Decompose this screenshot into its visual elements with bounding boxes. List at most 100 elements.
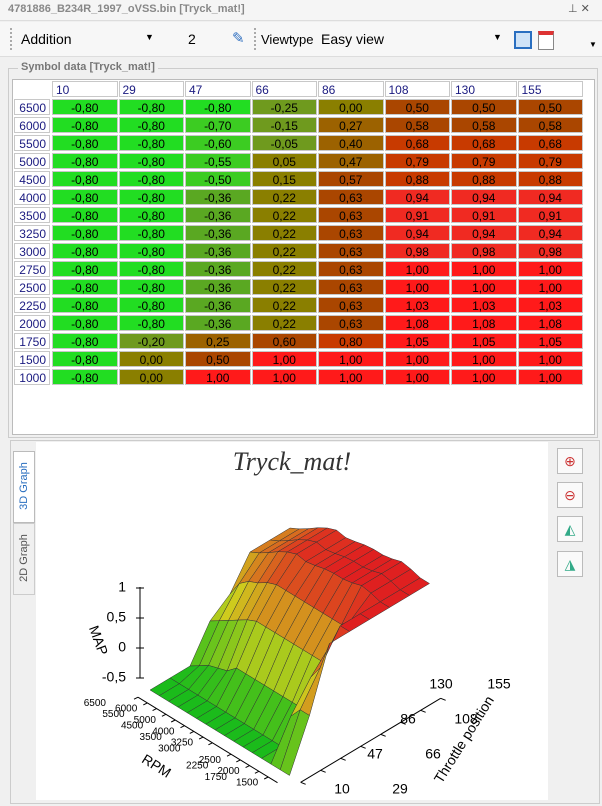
cell: 0,60 (251, 333, 317, 349)
cell: -0,36 (185, 261, 251, 277)
cell: -0,80 (52, 351, 118, 367)
cell: 1,00 (384, 279, 450, 295)
cell: 1,03 (451, 297, 517, 313)
pin-button[interactable]: ⊥ ✕ (568, 3, 590, 15)
throttle-tick (380, 733, 386, 737)
row-header: 5500 (14, 135, 50, 151)
cell: -0,36 (185, 315, 251, 331)
cell: 0,68 (517, 135, 583, 151)
cell: 0,98 (451, 243, 517, 259)
row-header: 4000 (14, 189, 50, 205)
cell: 0,50 (185, 351, 251, 367)
viewtype-label: Viewtype (261, 32, 314, 47)
column-header: 66 (251, 81, 317, 97)
rotate-left-button[interactable]: ◭ (557, 516, 583, 542)
tab-label: 2D Graph (18, 534, 30, 582)
cell: 1,00 (517, 261, 583, 277)
cell: 0,79 (517, 153, 583, 169)
cell: 0,22 (251, 261, 317, 277)
window-title: 4781886_B234R_1997_oVSS.bin [Tryck_mat!] (8, 3, 245, 15)
cell: -0,80 (185, 99, 251, 115)
viewtype-dropdown[interactable]: Easy view ▼ (321, 31, 502, 47)
cell: 1,05 (517, 333, 583, 349)
rpm-tick-label: 5500 (102, 709, 125, 720)
zoom-out-button[interactable]: ⊖ (557, 482, 583, 508)
rpm-tick-label: 2250 (186, 761, 209, 772)
rpm-tick (189, 730, 195, 734)
cell: 0,50 (451, 99, 517, 115)
cell: 0,63 (318, 315, 384, 331)
cell: -0,80 (52, 369, 118, 385)
surface-patch (279, 709, 310, 776)
cell: -0,80 (118, 243, 184, 259)
cell: 0,22 (251, 189, 317, 205)
cell: 1,00 (517, 351, 583, 367)
cell: 0,91 (517, 207, 583, 223)
cell: -0,80 (52, 171, 118, 187)
throttle-tick-label: 29 (392, 781, 408, 797)
cell: -0,15 (251, 117, 317, 133)
cell: -0,80 (52, 207, 118, 223)
rpm-tick-label: 4000 (152, 726, 175, 737)
rpm-tick-label: 1750 (205, 772, 228, 783)
value-field[interactable]: 2 (188, 31, 196, 47)
cell: -0,25 (251, 99, 317, 115)
cell: 0,98 (384, 243, 450, 259)
throttle-tick-label: 155 (487, 676, 511, 692)
throttle-tick (320, 769, 326, 773)
cell: -0,80 (52, 117, 118, 133)
cell: 0,50 (384, 99, 450, 115)
cell: 1,08 (384, 315, 450, 331)
graph-3d: Tryck_mat! 10,50-0,5MAP65006000550050004… (36, 442, 548, 800)
cell: -0,80 (52, 315, 118, 331)
zoom-in-button[interactable]: ⊕ (557, 448, 583, 474)
tab-3d[interactable]: 3D Graph (13, 451, 35, 523)
z-tick-label: -0,5 (102, 669, 126, 685)
column-header: 86 (318, 81, 384, 97)
mode-dropdown[interactable]: Addition ▼ (10, 28, 158, 50)
cell: 0,63 (318, 189, 384, 205)
cell: 1,00 (384, 261, 450, 277)
rotate-right-button[interactable]: ◮ (557, 551, 583, 577)
row-header: 5000 (14, 153, 50, 169)
cell: -0,80 (52, 225, 118, 241)
throttle-tick (400, 721, 406, 725)
cell: -0,80 (52, 333, 118, 349)
row-header: 3500 (14, 207, 50, 223)
cell: 1,00 (517, 279, 583, 295)
cell: 1,03 (384, 297, 450, 313)
toolbar: Addition ▼ 2 ✎ Viewtype Easy view ▼ ▼ (0, 22, 602, 57)
row-header: 2000 (14, 315, 50, 331)
cell: 1,00 (185, 369, 251, 385)
cell: -0,80 (118, 207, 184, 223)
cell: -0,80 (118, 135, 184, 151)
rpm-tick-label: 6500 (84, 698, 107, 709)
throttle-tick-label: 130 (429, 676, 453, 692)
cell: 0,63 (318, 261, 384, 277)
tab-2d[interactable]: 2D Graph (13, 523, 35, 595)
cell: 1,00 (251, 369, 317, 385)
cell: 0,58 (451, 117, 517, 133)
column-header: 130 (451, 81, 517, 97)
cell: -0,80 (52, 243, 118, 259)
cell: 1,00 (318, 351, 384, 367)
cell: -0,80 (52, 135, 118, 151)
window-button[interactable] (514, 31, 532, 49)
cell: 0,40 (318, 135, 384, 151)
cell: 0,22 (251, 243, 317, 259)
close-view-button[interactable] (538, 31, 554, 50)
apply-button[interactable]: ✎ (232, 30, 245, 47)
row-header: 3250 (14, 225, 50, 241)
cell: 0,47 (318, 153, 384, 169)
cell: -0,36 (185, 243, 251, 259)
cell: 0,91 (384, 207, 450, 223)
cell: -0,80 (52, 261, 118, 277)
cell: 0,58 (517, 117, 583, 133)
cell: 0,63 (318, 243, 384, 259)
row-header: 2500 (14, 279, 50, 295)
row-header: 3000 (14, 243, 50, 259)
cell: 0,22 (251, 207, 317, 223)
rpm-tick (161, 713, 167, 717)
cell: 0,88 (517, 171, 583, 187)
